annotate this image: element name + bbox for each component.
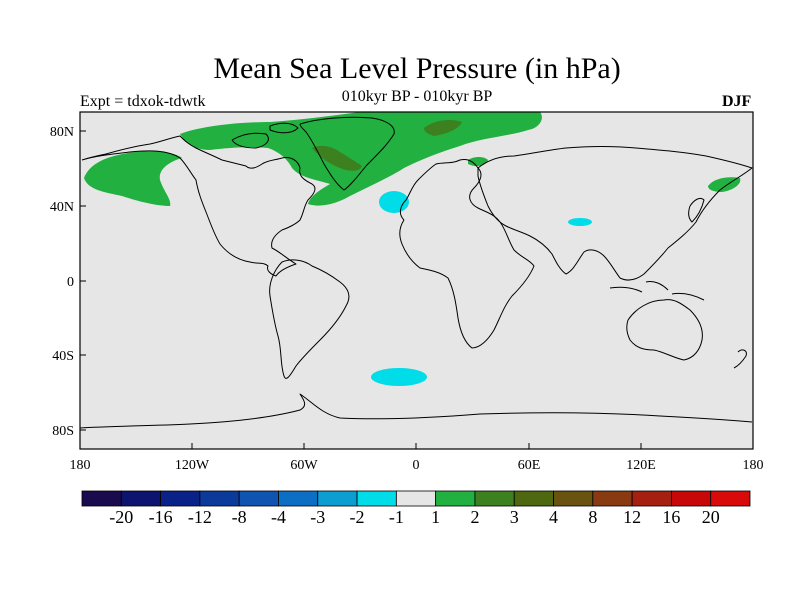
colorbar-label: -4 [271, 507, 286, 527]
colorbar-label: 2 [470, 507, 479, 527]
coastlines [80, 116, 753, 429]
colorbar-labels: -20 -16 -12 -8 -4 -3 -2 -1 1 2 3 4 8 12 16 20 [109, 507, 719, 527]
colorbar-label: 4 [549, 507, 558, 527]
anomaly-region-scandinavia [468, 157, 488, 167]
colorbar-label: -3 [310, 507, 325, 527]
colorbar-label: 16 [662, 507, 680, 527]
lon-label-120e: 120E [626, 458, 656, 473]
colorbar-label: -20 [109, 507, 133, 527]
colorbar-label: -2 [350, 507, 365, 527]
lat-label-80s: 80S [52, 424, 74, 439]
colorbar-label: 3 [510, 507, 519, 527]
anomaly-core-greenland-sea [424, 120, 462, 136]
colorbar-label: -12 [188, 507, 212, 527]
lon-label-180e: 180 [743, 458, 764, 473]
anomaly-shading [84, 112, 741, 386]
colorbar-swatch [592, 490, 633, 507]
coastline-europe-africa [399, 159, 535, 349]
map-background [80, 112, 753, 449]
lon-label-0: 0 [413, 458, 420, 473]
colorbar-swatch [435, 490, 476, 507]
lon-label-60w: 60W [290, 458, 318, 473]
colorbar-swatch [81, 490, 122, 507]
colorbar-swatch [513, 490, 554, 507]
coastline-canadian-arctic [231, 122, 299, 149]
colorbar-swatch [474, 490, 515, 507]
colorbar-swatch [356, 490, 397, 507]
lon-label-60e: 60E [518, 458, 541, 473]
lat-label-40n: 40N [50, 200, 74, 215]
lon-label-120w: 120W [175, 458, 210, 473]
lon-label-180w: 180 [70, 458, 91, 473]
colorbar-label: 12 [623, 507, 641, 527]
anomaly-region-north-pacific [84, 151, 182, 206]
coastline-asia [477, 146, 753, 281]
colorbar-swatch [278, 490, 319, 507]
anomaly-region-north-atlantic [180, 112, 532, 206]
colorbar-swatch [553, 490, 594, 507]
lat-ticks [80, 130, 86, 431]
period-label: 010kyr BP - 010kyr BP [341, 88, 493, 105]
coastline-indonesia [609, 281, 705, 301]
coastline-australia [626, 299, 703, 361]
colorbar-swatch [317, 490, 358, 507]
colorbar-label: -16 [149, 507, 173, 527]
colorbar-swatch [199, 490, 240, 507]
colorbar [81, 490, 751, 507]
anomaly-region-south-atlantic [371, 368, 427, 386]
anomaly-region-arctic-east [470, 112, 542, 131]
colorbar-swatch [120, 490, 161, 507]
colorbar-swatch [395, 490, 437, 507]
lat-label-80n: 80N [50, 125, 74, 140]
colorbar-swatch [238, 490, 279, 507]
anomaly-core-baffin [312, 145, 362, 171]
colorbar-label: 1 [431, 507, 440, 527]
colorbar-label: -1 [389, 507, 404, 527]
coastline-new-zealand [733, 349, 747, 369]
lat-label-40s: 40S [52, 349, 74, 364]
colorbar-label: 20 [702, 507, 720, 527]
coastline-japan [688, 197, 705, 223]
lat-labels: 80N 40N 0 40S 80S [50, 125, 74, 439]
lon-labels: 180 120W 60W 0 60E 120E 180 [70, 458, 764, 473]
coastline-north-america [81, 135, 316, 277]
lon-ticks [79, 443, 754, 449]
anomaly-region-tibet [568, 218, 592, 226]
colorbar-swatch [631, 490, 672, 507]
colorbar-label: 8 [588, 507, 597, 527]
lat-label-0: 0 [67, 275, 74, 290]
coastline-south-america [269, 259, 350, 379]
coastline-antarctica [80, 393, 753, 429]
colorbar-label: -8 [232, 507, 247, 527]
plot-title: Mean Sea Level Pressure (in hPa) [213, 52, 621, 85]
colorbar-swatch [671, 490, 712, 507]
season-label: DJF [722, 93, 752, 110]
coastline-greenland [299, 116, 395, 191]
colorbar-swatch [710, 490, 751, 507]
experiment-label: Expt = tdxok-tdwtk [80, 93, 206, 110]
colorbar-swatch [160, 490, 201, 507]
